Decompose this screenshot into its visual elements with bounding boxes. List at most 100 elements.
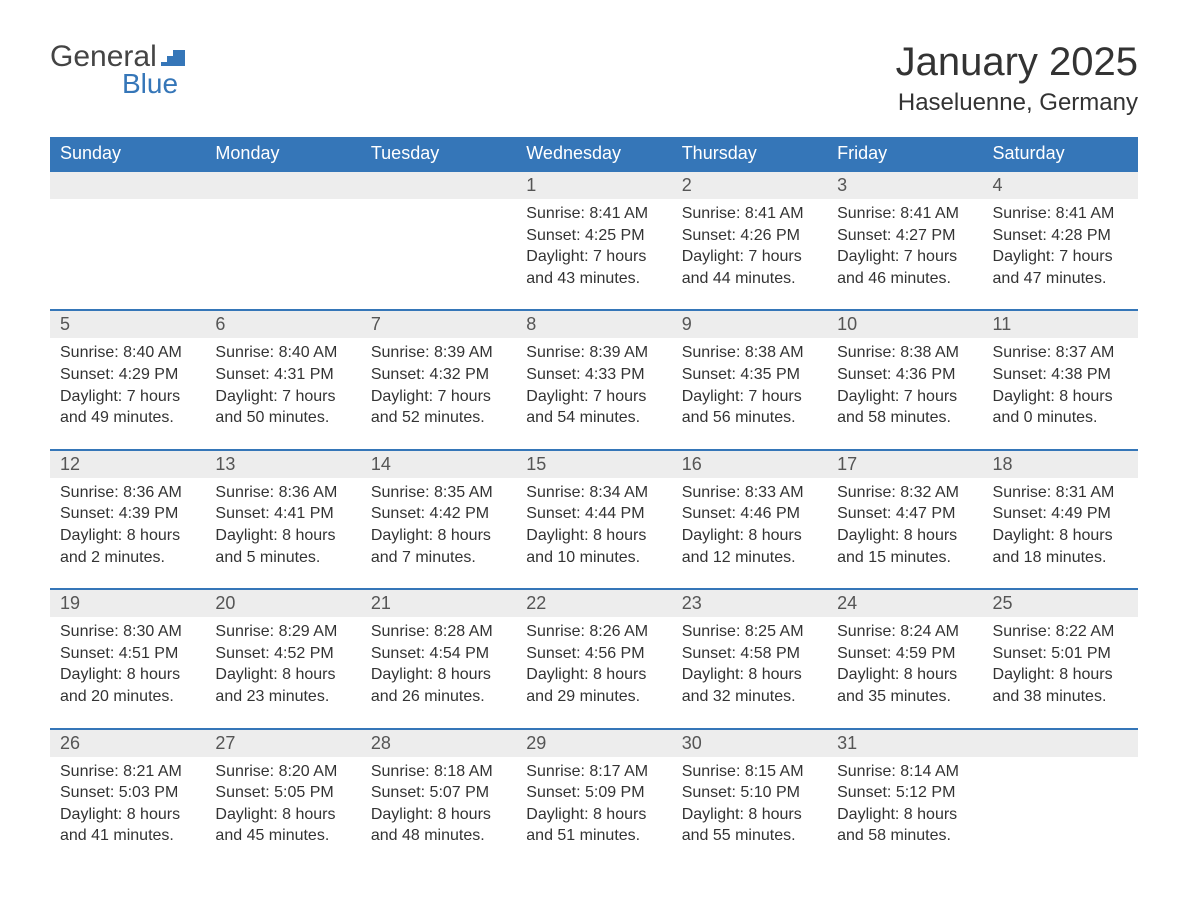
day-number: 8 <box>516 311 671 338</box>
day-cell: 2Sunrise: 8:41 AMSunset: 4:26 PMDaylight… <box>672 171 827 310</box>
day-header: Wednesday <box>516 137 671 171</box>
day-details: Sunrise: 8:36 AMSunset: 4:39 PMDaylight:… <box>50 478 205 588</box>
week-row: 5Sunrise: 8:40 AMSunset: 4:29 PMDaylight… <box>50 310 1138 449</box>
day-number: 29 <box>516 730 671 757</box>
day-number: 14 <box>361 451 516 478</box>
day-number: 2 <box>672 172 827 199</box>
day-details: Sunrise: 8:39 AMSunset: 4:32 PMDaylight:… <box>361 338 516 448</box>
day-details: Sunrise: 8:26 AMSunset: 4:56 PMDaylight:… <box>516 617 671 727</box>
day-cell: 11Sunrise: 8:37 AMSunset: 4:38 PMDayligh… <box>983 310 1138 449</box>
week-row: 26Sunrise: 8:21 AMSunset: 5:03 PMDayligh… <box>50 729 1138 867</box>
day-cell: 15Sunrise: 8:34 AMSunset: 4:44 PMDayligh… <box>516 450 671 589</box>
day-number: 31 <box>827 730 982 757</box>
day-details: Sunrise: 8:25 AMSunset: 4:58 PMDaylight:… <box>672 617 827 727</box>
day-number: 28 <box>361 730 516 757</box>
day-details: Sunrise: 8:31 AMSunset: 4:49 PMDaylight:… <box>983 478 1138 588</box>
day-details: Sunrise: 8:41 AMSunset: 4:26 PMDaylight:… <box>672 199 827 309</box>
day-number: 9 <box>672 311 827 338</box>
month-title: January 2025 <box>896 40 1138 85</box>
day-details: Sunrise: 8:32 AMSunset: 4:47 PMDaylight:… <box>827 478 982 588</box>
day-details: Sunrise: 8:17 AMSunset: 5:09 PMDaylight:… <box>516 757 671 867</box>
day-header: Saturday <box>983 137 1138 171</box>
day-details: Sunrise: 8:18 AMSunset: 5:07 PMDaylight:… <box>361 757 516 867</box>
day-cell: 27Sunrise: 8:20 AMSunset: 5:05 PMDayligh… <box>205 729 360 867</box>
day-details: Sunrise: 8:34 AMSunset: 4:44 PMDaylight:… <box>516 478 671 588</box>
day-number: 26 <box>50 730 205 757</box>
day-cell: 16Sunrise: 8:33 AMSunset: 4:46 PMDayligh… <box>672 450 827 589</box>
day-header: Monday <box>205 137 360 171</box>
day-number: 4 <box>983 172 1138 199</box>
day-cell <box>983 729 1138 867</box>
day-cell: 19Sunrise: 8:30 AMSunset: 4:51 PMDayligh… <box>50 589 205 728</box>
day-number: 27 <box>205 730 360 757</box>
day-cell: 7Sunrise: 8:39 AMSunset: 4:32 PMDaylight… <box>361 310 516 449</box>
day-cell: 25Sunrise: 8:22 AMSunset: 5:01 PMDayligh… <box>983 589 1138 728</box>
day-number: 13 <box>205 451 360 478</box>
week-row: 1Sunrise: 8:41 AMSunset: 4:25 PMDaylight… <box>50 171 1138 310</box>
logo: General Blue <box>50 40 185 100</box>
calendar-table: SundayMondayTuesdayWednesdayThursdayFrid… <box>50 137 1138 867</box>
week-row: 12Sunrise: 8:36 AMSunset: 4:39 PMDayligh… <box>50 450 1138 589</box>
day-cell: 3Sunrise: 8:41 AMSunset: 4:27 PMDaylight… <box>827 171 982 310</box>
day-details: Sunrise: 8:40 AMSunset: 4:29 PMDaylight:… <box>50 338 205 448</box>
flag-icon <box>161 48 185 66</box>
day-details: Sunrise: 8:30 AMSunset: 4:51 PMDaylight:… <box>50 617 205 727</box>
title-block: January 2025 Haseluenne, Germany <box>896 40 1138 117</box>
day-cell: 20Sunrise: 8:29 AMSunset: 4:52 PMDayligh… <box>205 589 360 728</box>
location: Haseluenne, Germany <box>896 89 1138 117</box>
day-details: Sunrise: 8:38 AMSunset: 4:35 PMDaylight:… <box>672 338 827 448</box>
day-cell <box>50 171 205 310</box>
day-cell: 21Sunrise: 8:28 AMSunset: 4:54 PMDayligh… <box>361 589 516 728</box>
day-cell: 29Sunrise: 8:17 AMSunset: 5:09 PMDayligh… <box>516 729 671 867</box>
day-number: 21 <box>361 590 516 617</box>
day-cell: 9Sunrise: 8:38 AMSunset: 4:35 PMDaylight… <box>672 310 827 449</box>
logo-text-blue: Blue <box>122 68 178 100</box>
day-number: 24 <box>827 590 982 617</box>
day-cell: 30Sunrise: 8:15 AMSunset: 5:10 PMDayligh… <box>672 729 827 867</box>
day-cell <box>361 171 516 310</box>
day-cell: 17Sunrise: 8:32 AMSunset: 4:47 PMDayligh… <box>827 450 982 589</box>
day-cell: 4Sunrise: 8:41 AMSunset: 4:28 PMDaylight… <box>983 171 1138 310</box>
day-cell: 18Sunrise: 8:31 AMSunset: 4:49 PMDayligh… <box>983 450 1138 589</box>
day-details: Sunrise: 8:33 AMSunset: 4:46 PMDaylight:… <box>672 478 827 588</box>
header: General Blue January 2025 Haseluenne, Ge… <box>50 40 1138 117</box>
day-details: Sunrise: 8:29 AMSunset: 4:52 PMDaylight:… <box>205 617 360 727</box>
day-details: Sunrise: 8:38 AMSunset: 4:36 PMDaylight:… <box>827 338 982 448</box>
day-details: Sunrise: 8:36 AMSunset: 4:41 PMDaylight:… <box>205 478 360 588</box>
day-cell: 6Sunrise: 8:40 AMSunset: 4:31 PMDaylight… <box>205 310 360 449</box>
day-details: Sunrise: 8:37 AMSunset: 4:38 PMDaylight:… <box>983 338 1138 448</box>
day-details: Sunrise: 8:24 AMSunset: 4:59 PMDaylight:… <box>827 617 982 727</box>
day-header: Thursday <box>672 137 827 171</box>
day-details: Sunrise: 8:21 AMSunset: 5:03 PMDaylight:… <box>50 757 205 867</box>
day-number: 12 <box>50 451 205 478</box>
day-cell: 22Sunrise: 8:26 AMSunset: 4:56 PMDayligh… <box>516 589 671 728</box>
day-cell: 14Sunrise: 8:35 AMSunset: 4:42 PMDayligh… <box>361 450 516 589</box>
day-cell: 31Sunrise: 8:14 AMSunset: 5:12 PMDayligh… <box>827 729 982 867</box>
day-details: Sunrise: 8:22 AMSunset: 5:01 PMDaylight:… <box>983 617 1138 727</box>
day-cell: 13Sunrise: 8:36 AMSunset: 4:41 PMDayligh… <box>205 450 360 589</box>
day-details: Sunrise: 8:28 AMSunset: 4:54 PMDaylight:… <box>361 617 516 727</box>
week-row: 19Sunrise: 8:30 AMSunset: 4:51 PMDayligh… <box>50 589 1138 728</box>
day-number: 3 <box>827 172 982 199</box>
day-cell <box>205 171 360 310</box>
day-number: 7 <box>361 311 516 338</box>
day-details: Sunrise: 8:39 AMSunset: 4:33 PMDaylight:… <box>516 338 671 448</box>
day-number: 10 <box>827 311 982 338</box>
day-cell: 10Sunrise: 8:38 AMSunset: 4:36 PMDayligh… <box>827 310 982 449</box>
day-details: Sunrise: 8:35 AMSunset: 4:42 PMDaylight:… <box>361 478 516 588</box>
day-details: Sunrise: 8:40 AMSunset: 4:31 PMDaylight:… <box>205 338 360 448</box>
day-cell: 1Sunrise: 8:41 AMSunset: 4:25 PMDaylight… <box>516 171 671 310</box>
day-number: 6 <box>205 311 360 338</box>
day-number: 23 <box>672 590 827 617</box>
day-cell: 23Sunrise: 8:25 AMSunset: 4:58 PMDayligh… <box>672 589 827 728</box>
day-number: 19 <box>50 590 205 617</box>
day-header: Sunday <box>50 137 205 171</box>
day-details: Sunrise: 8:41 AMSunset: 4:27 PMDaylight:… <box>827 199 982 309</box>
day-number: 11 <box>983 311 1138 338</box>
day-cell: 28Sunrise: 8:18 AMSunset: 5:07 PMDayligh… <box>361 729 516 867</box>
day-number: 30 <box>672 730 827 757</box>
day-header: Tuesday <box>361 137 516 171</box>
day-number: 17 <box>827 451 982 478</box>
day-number: 16 <box>672 451 827 478</box>
day-number: 25 <box>983 590 1138 617</box>
